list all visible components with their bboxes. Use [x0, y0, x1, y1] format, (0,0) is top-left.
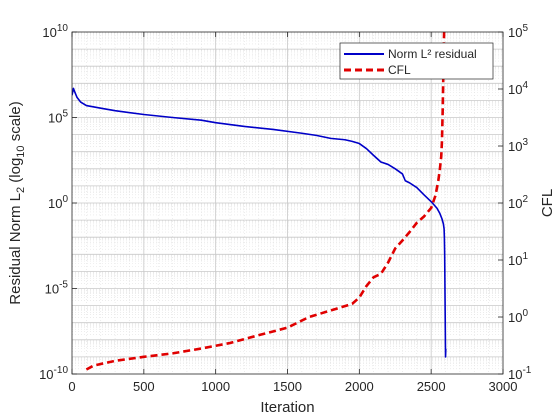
right-y-axis-label: CFL — [539, 189, 556, 217]
x-tick-label: 1500 — [273, 379, 302, 394]
left-y-tick-label: 100 — [48, 194, 68, 211]
left-y-axis-label: Residual Norm L2 (log10 scale) — [7, 101, 27, 304]
right-y-tick-label: 102 — [508, 194, 528, 211]
x-tick-label: 2000 — [345, 379, 374, 394]
x-tick-label: 0 — [68, 379, 75, 394]
legend: Norm L² residual CFL — [339, 42, 494, 80]
legend-cfl-label: CFL — [388, 63, 411, 77]
x-tick-label: 500 — [133, 379, 155, 394]
legend-box — [339, 42, 494, 80]
right-y-tick-label: 103 — [508, 137, 528, 154]
grid — [72, 32, 503, 374]
left-y-tick-label: 10-5 — [45, 280, 69, 297]
residual-series-line — [72, 87, 447, 358]
right-y-tick-label: 104 — [508, 80, 528, 97]
series-layer — [72, 32, 447, 371]
left-y-tick-label: 105 — [48, 109, 68, 126]
x-tick-label: 1000 — [201, 379, 230, 394]
x-axis-label: Iteration — [260, 399, 314, 416]
right-y-tick-label: 10-1 — [508, 365, 532, 382]
axes: 0 500 1000 1500 2000 2500 3000 10-10 10-5 100 105 1… — [39, 23, 532, 394]
legend-residual-label: Norm L² residual — [388, 47, 477, 61]
x-tick-label: 2500 — [417, 379, 446, 394]
x-tick-label: 3000 — [489, 379, 518, 394]
right-y-tick-label: 105 — [508, 23, 528, 40]
cfl-series-line — [85, 32, 446, 371]
right-y-tick-label: 101 — [508, 251, 528, 268]
left-y-tick-label: 10-10 — [39, 365, 68, 382]
right-y-tick-label: 100 — [508, 308, 528, 325]
left-y-tick-label: 1010 — [42, 23, 68, 40]
